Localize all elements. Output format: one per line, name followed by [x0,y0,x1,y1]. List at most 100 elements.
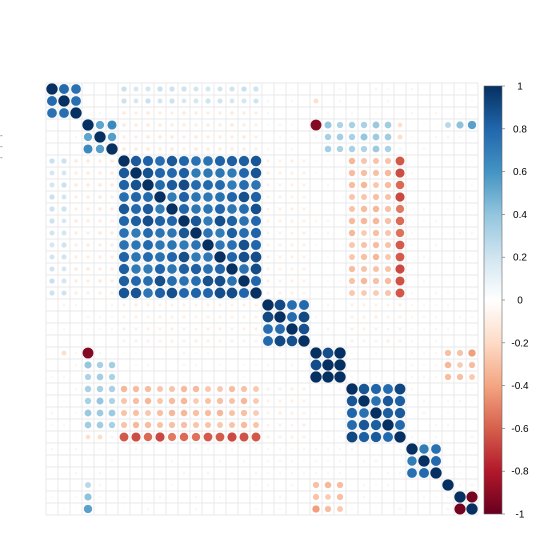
correlation-point [50,411,54,415]
correlation-point [157,398,163,404]
correlation-point [326,219,330,223]
correlation-point [110,435,114,439]
correlation-point [250,215,262,227]
correlation-point [278,231,282,235]
correlation-point [97,434,103,440]
correlation-point [110,231,114,235]
correlation-point [278,495,282,499]
correlation-point [170,315,174,319]
correlation-point [314,471,318,475]
correlation-point [274,299,286,311]
correlation-point [239,264,249,274]
correlation-point [382,407,394,419]
correlation-point [74,471,78,475]
correlation-point [146,507,150,511]
correlation-point [310,347,322,359]
correlation-point [194,315,198,319]
correlation-point [98,495,102,499]
correlation-point [238,287,250,299]
correlation-point [470,435,474,439]
correlation-point [290,171,294,175]
correlation-point [315,292,317,294]
correlation-point [291,88,293,90]
correlation-point [313,98,319,104]
correlation-point [169,86,175,92]
correlation-point [348,169,356,177]
correlation-point [182,123,186,127]
correlation-point [218,495,222,499]
correlation-point [423,268,425,270]
correlation-point [326,231,330,235]
correlation-point [217,98,223,104]
correlation-point [122,123,126,127]
correlation-point [327,196,329,198]
correlation-point [350,339,354,343]
correlation-point [74,207,78,211]
row-label: - [0,142,3,151]
correlation-point [278,423,282,427]
correlation-point [87,112,89,114]
correlation-point [266,243,270,247]
correlation-point [298,323,310,335]
correlation-point [447,100,449,102]
correlation-point [254,363,258,367]
correlation-point [158,315,162,319]
correlation-point [359,408,369,418]
correlation-point [303,364,305,366]
correlation-point [203,228,213,238]
correlation-point [398,447,402,451]
correlation-point [134,303,138,307]
correlation-point [384,205,392,213]
correlation-point [219,484,221,486]
correlation-point [278,435,282,439]
correlation-point [255,352,257,354]
correlation-point [446,207,450,211]
correlation-point [203,168,213,178]
correlation-point [250,239,262,251]
correlation-point [395,276,405,286]
correlation-point [86,303,90,307]
correlation-grid [45,82,479,516]
correlation-point [254,495,258,499]
correlation-point [242,123,246,127]
correlation-point [444,373,452,381]
correlation-point [178,263,190,275]
correlation-point [230,147,234,151]
correlation-point [326,387,330,391]
correlation-point [303,484,305,486]
correlation-point [279,88,281,90]
correlation-point [204,397,212,405]
correlation-point [231,484,233,486]
correlation-point [395,288,405,298]
correlation-cells [46,83,478,515]
correlation-point [471,196,473,198]
correlation-point [266,159,270,163]
correlation-point [157,98,163,104]
correlation-point [250,251,262,263]
correlation-point [398,375,402,379]
correlation-point [190,287,202,299]
correlation-point [158,111,162,115]
correlation-point [130,179,142,191]
correlation-point [468,361,476,369]
correlation-point [434,111,438,115]
correlation-point [206,111,210,115]
correlation-point [266,267,270,271]
correlation-point [206,147,210,151]
correlation-point [203,156,213,166]
correlation-point [334,371,346,383]
correlation-point [360,241,368,249]
correlation-point [394,383,406,395]
correlation-point [399,496,401,498]
correlation-point [349,242,355,248]
correlation-point [446,291,450,295]
correlation-point [411,400,413,402]
correlation-point [434,363,438,367]
correlation-point [339,160,341,162]
correlation-point [422,375,426,379]
correlation-point [302,195,306,199]
correlation-point [242,135,246,139]
correlation-point [144,397,152,405]
correlation-point [110,183,114,187]
correlation-point [312,505,320,513]
